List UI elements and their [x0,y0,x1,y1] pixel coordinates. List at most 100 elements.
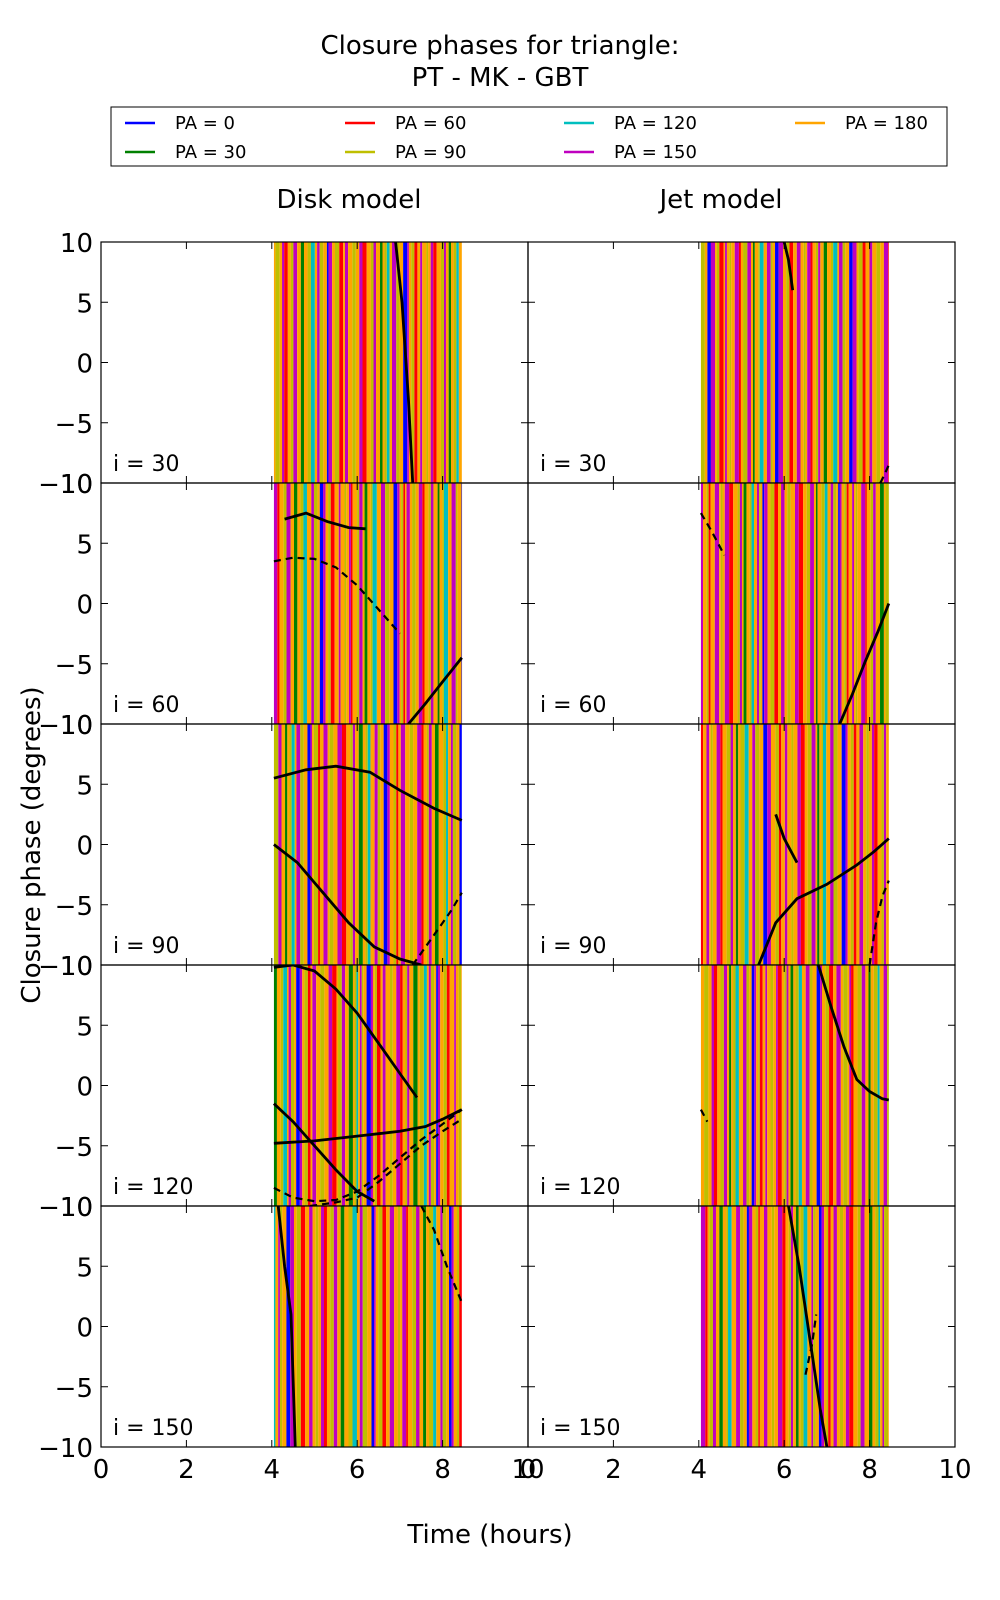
series-band [750,242,753,483]
series-band [328,483,331,724]
series-band [754,483,757,724]
series-band [794,483,799,724]
series-band [294,724,297,965]
series-band [800,724,805,965]
series-band [454,965,456,1206]
series-band [283,483,287,724]
x-tick-label: 6 [349,1455,366,1485]
series-band [319,724,324,965]
series-band [865,242,870,483]
series-band [725,242,727,483]
series-band [733,483,738,724]
y-tick-label: −10 [38,1193,93,1223]
series-band [303,483,307,724]
series-bands [273,1206,462,1447]
y-tick-label: −5 [55,1133,93,1163]
panel-label: i = 30 [540,452,607,477]
series-band [300,1206,306,1447]
series-band [448,242,452,483]
series-band [864,1206,869,1447]
series-band [700,242,705,483]
series-band [816,965,821,1206]
series-band [759,1206,764,1447]
x-tick-label: 6 [776,1455,793,1485]
series-band [755,724,760,965]
series-band [382,965,386,1206]
series-band [775,724,779,965]
series-band [853,965,858,1206]
series-band [293,483,298,724]
panel: i = 90 10 5 0 −5 −10 [38,711,529,982]
series-band [380,965,383,1206]
series-bands [700,1206,889,1447]
series-band [793,724,798,965]
series-band [836,965,841,1206]
series-band [840,965,844,1206]
series-band [847,965,850,1206]
series-band [296,724,301,965]
series-band [821,483,825,724]
series-bands [700,242,889,483]
series-band [723,965,728,1206]
series-band [362,1206,368,1447]
series-band [771,1206,775,1447]
series-band [827,242,831,483]
series-band [726,1206,729,1447]
series-band [406,1206,408,1447]
series-band [850,724,854,965]
series-band [819,724,822,965]
series-band [818,1206,822,1447]
series-band [319,242,324,483]
series-band [346,483,349,724]
series-band [714,483,720,724]
black-trace [817,965,890,1102]
series-band [380,483,386,724]
series-band [755,1206,759,1447]
series-band [359,965,362,1206]
series-band [868,724,872,965]
series-band [849,242,853,483]
series-band [815,483,818,724]
series-band [788,1206,791,1447]
series-band [355,724,359,965]
series-band [442,483,444,724]
series-band [357,483,360,724]
series-band [370,965,373,1206]
series-band [803,242,806,483]
y-tick-label: 10 [60,1193,93,1223]
series-band [719,483,721,724]
series-band [770,242,773,483]
series-band [879,965,884,1206]
series-band [824,1206,827,1447]
series-band [383,724,388,965]
series-band [311,483,314,724]
black-trace [838,602,891,724]
series-band [459,724,462,965]
y-tick-label: 10 [60,952,93,982]
series-band [338,965,342,1206]
series-band [402,965,406,1206]
series-band [700,965,705,1206]
series-band [328,965,333,1206]
series-band [407,242,409,483]
series-band [828,1206,831,1447]
series-band [297,242,301,483]
series-band [853,724,857,965]
series-band [400,965,403,1206]
series-band [791,724,794,965]
series-band [705,1206,708,1447]
series-band [399,242,404,483]
series-band [715,242,717,483]
series-band [837,242,840,483]
series-band [376,242,381,483]
series-band [389,483,394,724]
panel-label: i = 90 [540,934,607,959]
panel-label: i = 90 [113,934,180,959]
x-tick-label: 0 [93,1455,110,1485]
series-band [348,965,353,1206]
series-band [857,965,862,1206]
series-band [273,965,277,1206]
series-band [309,1206,313,1447]
series-band [428,242,431,483]
